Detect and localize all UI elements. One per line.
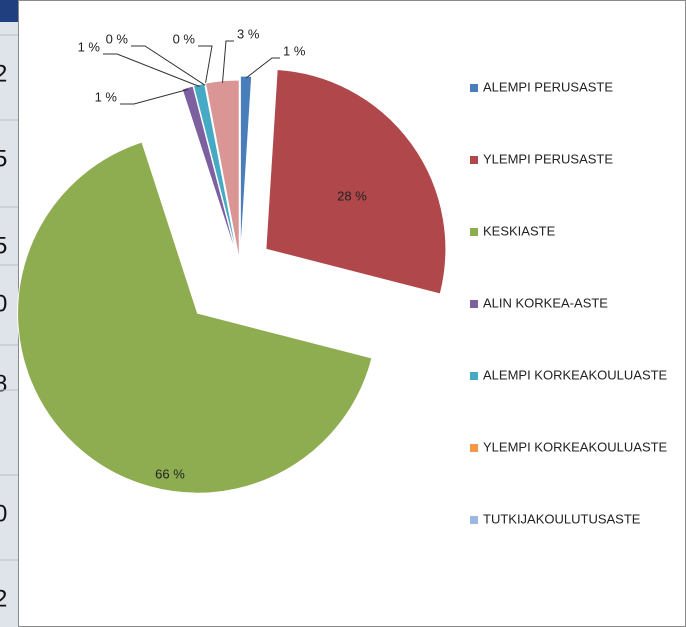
legend-swatch xyxy=(470,84,478,92)
cell-text: 8 xyxy=(0,370,7,397)
cell-text: . xyxy=(0,415,1,442)
legend-swatch xyxy=(470,516,478,524)
legend-label: ALEMPI PERUSASTE xyxy=(483,79,613,94)
data-label: 28 % xyxy=(337,188,367,203)
legend-label: ALIN KORKEA-ASTE xyxy=(483,295,608,310)
data-label: 1 % xyxy=(78,39,101,54)
data-label: 0 % xyxy=(106,31,129,46)
legend-swatch xyxy=(470,372,478,380)
pie-slice xyxy=(181,85,239,261)
legend-swatch xyxy=(470,156,478,164)
data-label: 0 % xyxy=(173,31,196,46)
leader-line xyxy=(120,88,189,105)
cell-text: 5 xyxy=(0,145,7,172)
legend-swatch xyxy=(470,228,478,236)
leader-line xyxy=(198,45,213,86)
cell-text: 2 xyxy=(0,60,7,87)
cell-text: 5 xyxy=(0,232,7,259)
cell-text: 2 xyxy=(0,585,7,612)
cell-text: 0 xyxy=(0,290,7,317)
sheet-strip xyxy=(0,0,18,627)
legend-swatch xyxy=(470,300,478,308)
data-label: 1 % xyxy=(283,43,306,58)
sheet-corner xyxy=(0,0,18,22)
cell-text: 0 xyxy=(0,500,7,527)
legend-label: KESKIASTE xyxy=(483,223,556,238)
legend-label: ALEMPI KORKEAKOULUASTE xyxy=(483,367,668,382)
legend-label: YLEMPI PERUSASTE xyxy=(483,151,613,166)
data-label: 66 % xyxy=(155,466,185,481)
pie-slice xyxy=(265,69,447,295)
legend-label: TUTKIJAKOULUTUSASTE xyxy=(483,511,641,526)
legend-swatch xyxy=(470,444,478,452)
legend-label: YLEMPI KORKEAKOULUASTE xyxy=(483,439,668,454)
pie-slice xyxy=(239,75,253,257)
leader-line xyxy=(245,57,280,79)
leader-line xyxy=(103,53,200,87)
data-label: 1 % xyxy=(95,89,118,104)
leader-line xyxy=(131,45,206,86)
leader-line xyxy=(221,40,234,83)
data-label: 3 % xyxy=(237,26,260,41)
pie-slice xyxy=(17,141,373,494)
